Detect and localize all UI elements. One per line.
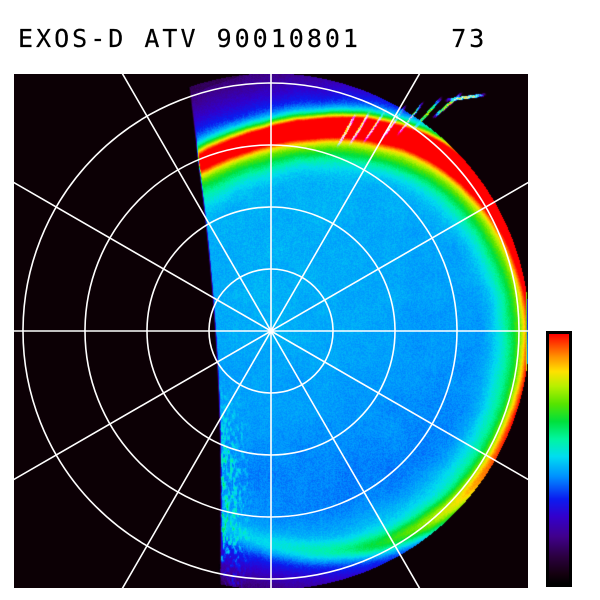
colorbar-gradient [549, 334, 569, 584]
meridian-210 [14, 181, 272, 332]
meridian-30 [270, 330, 528, 481]
meridian-60 [270, 330, 421, 588]
polar-grid-overlay [14, 74, 528, 588]
meridian-120 [121, 330, 272, 588]
polar-auroral-image[interactable] [14, 74, 528, 588]
intensity-colorbar[interactable] [546, 331, 572, 587]
page-title: EXOS-D ATV 90010801 73 [18, 24, 488, 53]
meridian-150 [14, 330, 272, 481]
meridian-300 [270, 74, 421, 332]
meridian-330 [270, 181, 528, 332]
meridian-240 [121, 74, 272, 332]
